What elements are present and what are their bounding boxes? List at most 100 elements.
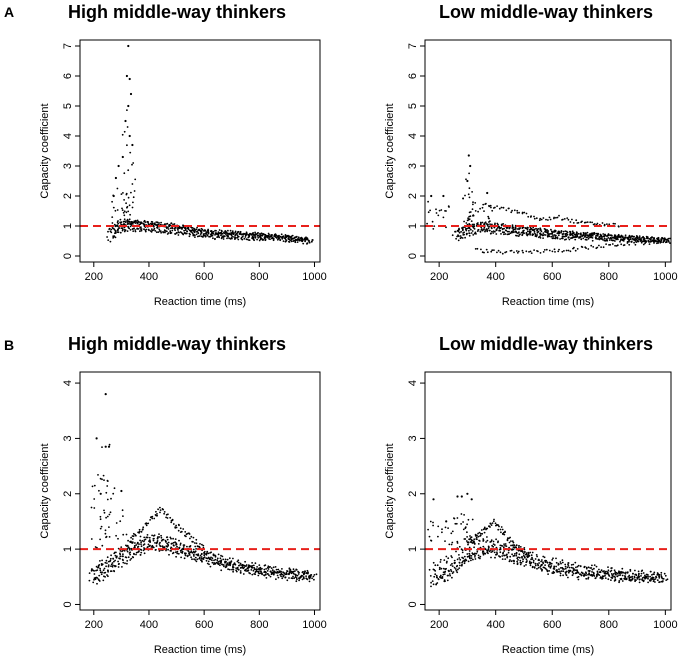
data-point xyxy=(658,575,661,578)
data-point xyxy=(131,541,134,543)
data-point xyxy=(456,517,459,519)
data-point xyxy=(543,228,546,230)
data-point xyxy=(117,222,120,225)
data-point xyxy=(543,234,546,236)
data-point xyxy=(538,559,540,562)
data-point xyxy=(116,221,119,224)
data-point xyxy=(227,233,230,235)
data-point xyxy=(214,556,217,558)
data-point xyxy=(313,578,315,581)
data-point xyxy=(110,563,113,566)
data-point xyxy=(540,563,543,566)
data-point xyxy=(150,220,153,223)
data-point xyxy=(132,201,134,204)
data-point xyxy=(602,577,604,580)
data-point xyxy=(264,564,267,566)
data-point xyxy=(553,248,556,251)
data-point xyxy=(466,541,469,544)
data-point xyxy=(598,568,600,571)
data-point xyxy=(248,566,251,569)
data-point xyxy=(102,569,105,572)
data-point xyxy=(297,573,300,575)
data-point xyxy=(442,573,445,576)
data-point xyxy=(559,561,562,563)
data-point xyxy=(465,540,468,542)
data-point xyxy=(485,541,487,543)
data-point xyxy=(186,230,188,233)
data-point xyxy=(550,562,553,565)
data-point xyxy=(669,237,671,240)
data-point xyxy=(458,545,461,548)
data-point xyxy=(143,223,146,226)
data-point xyxy=(170,222,173,225)
data-point xyxy=(108,227,111,230)
data-point xyxy=(479,230,482,233)
data-point xyxy=(182,224,185,227)
data-point xyxy=(444,526,447,529)
data-point xyxy=(281,573,284,576)
data-point xyxy=(533,249,535,252)
data-point xyxy=(142,526,145,529)
data-point xyxy=(114,230,117,233)
data-point xyxy=(235,567,238,569)
data-point xyxy=(616,575,619,578)
data-point xyxy=(204,234,207,237)
data-point xyxy=(569,230,571,233)
data-point xyxy=(140,228,143,230)
y-tick-label: 3 xyxy=(62,435,74,441)
data-point xyxy=(554,235,557,238)
data-point xyxy=(188,235,191,238)
data-point xyxy=(488,225,490,228)
data-point xyxy=(551,559,554,561)
data-point xyxy=(486,551,489,554)
data-point xyxy=(248,239,251,242)
data-point xyxy=(649,575,651,578)
data-point xyxy=(444,540,446,542)
data-point xyxy=(472,203,474,206)
data-point xyxy=(531,556,533,559)
data-point xyxy=(462,560,464,563)
outlier-point xyxy=(445,520,448,523)
data-point xyxy=(571,236,573,239)
data-point xyxy=(484,548,487,551)
data-point xyxy=(284,234,287,236)
data-point xyxy=(253,566,256,569)
data-point xyxy=(204,232,207,235)
data-point xyxy=(507,233,510,236)
data-point xyxy=(591,571,593,573)
data-point xyxy=(193,555,195,557)
data-point xyxy=(501,555,504,557)
data-point xyxy=(467,193,470,196)
data-point xyxy=(157,223,159,226)
data-point xyxy=(106,498,109,501)
outlier-point xyxy=(430,194,433,198)
data-point xyxy=(593,564,596,566)
data-point xyxy=(490,539,493,542)
data-point xyxy=(296,578,298,581)
data-point xyxy=(299,576,302,579)
data-point xyxy=(455,569,458,572)
data-point xyxy=(542,555,545,558)
data-point xyxy=(548,570,551,572)
data-point xyxy=(494,522,497,525)
data-point xyxy=(546,229,549,231)
data-point xyxy=(99,567,101,570)
data-point xyxy=(596,222,599,225)
data-point xyxy=(504,530,506,533)
data-point xyxy=(158,228,161,231)
data-point xyxy=(462,234,465,236)
data-point xyxy=(208,563,210,566)
data-point xyxy=(261,239,264,241)
data-point xyxy=(167,228,170,230)
data-point xyxy=(436,576,438,579)
data-point xyxy=(489,223,491,226)
data-point xyxy=(656,240,659,243)
data-point xyxy=(135,534,137,537)
data-point xyxy=(542,237,544,240)
data-point xyxy=(621,572,623,574)
data-point xyxy=(268,238,270,240)
data-point xyxy=(628,574,631,577)
data-point xyxy=(459,235,462,237)
data-point xyxy=(466,553,469,555)
data-point xyxy=(165,540,167,543)
